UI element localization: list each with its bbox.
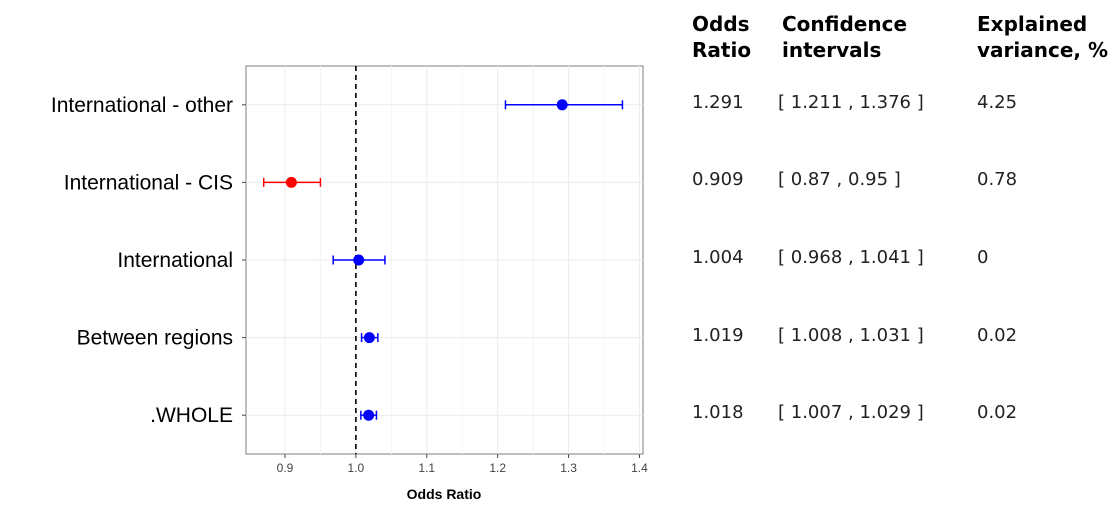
y-category-label: .WHOLE xyxy=(150,404,233,427)
x-tick-label: 1.4 xyxy=(631,461,648,475)
table-cell-ev: 4.25 xyxy=(977,91,1018,113)
table-cell-ci: [ 0.87 , 0.95 ] xyxy=(778,169,901,191)
y-category-label: International xyxy=(117,249,233,272)
table-header-ev-line2: variance, % xyxy=(977,38,1109,62)
odds-ratio-point xyxy=(363,332,375,344)
table-header-odds-line1: Odds xyxy=(692,12,750,36)
forest-plot: 0.9 1.0 1.1 1.2 1.3 1.4 International - other I… xyxy=(51,65,648,502)
odds-ratio-point xyxy=(285,176,297,188)
x-axis-title: Odds Ratio xyxy=(407,486,482,502)
table-cell-ci: [ 1.008 , 1.031 ] xyxy=(778,324,924,346)
odds-ratio-point xyxy=(363,409,375,421)
table-cell-ci: [ 1.211 , 1.376 ] xyxy=(778,91,924,113)
x-tick-label: 0.9 xyxy=(277,461,294,475)
y-category-label: Between regions xyxy=(77,327,233,350)
odds-ratio-point xyxy=(353,254,365,266)
table-cell-ev: 0.78 xyxy=(977,169,1018,191)
plot-marks: 0.9 1.0 1.1 1.2 1.3 1.4 International - other I… xyxy=(51,66,648,475)
table-header-ci: Confidence intervals xyxy=(782,11,907,63)
table-cell-ev: 0 xyxy=(977,247,989,268)
table-header-ci-line2: intervals xyxy=(782,38,882,62)
y-category-label: International - other xyxy=(51,94,233,117)
table-cell-ci: [ 0.968 , 1.041 ] xyxy=(778,247,924,268)
x-tick-label: 1.3 xyxy=(560,461,577,475)
odds-ratio-point xyxy=(556,99,568,111)
table-header-odds-line2: Ratio xyxy=(692,38,752,62)
table-cell-odds: 1.018 xyxy=(692,402,744,424)
table-header-ev-line1: Explained xyxy=(977,12,1088,36)
table-cell-ci: [ 1.007 , 1.029 ] xyxy=(778,402,924,424)
table-header-ci-line1: Confidence xyxy=(782,12,908,36)
table-cell-ev: 0.02 xyxy=(977,324,1018,346)
table-cell-odds: 1.019 xyxy=(692,324,744,346)
y-category-label: International - CIS xyxy=(64,171,233,194)
x-tick-label: 1.1 xyxy=(418,461,435,475)
table-header-ev: Explained variance, % xyxy=(977,11,1108,63)
table-cell-odds: 0.909 xyxy=(692,169,744,191)
table-cell-ev: 0.02 xyxy=(977,402,1018,424)
table-cell-odds: 1.291 xyxy=(692,91,744,113)
table-header-odds: Odds Ratio xyxy=(692,11,751,63)
x-tick-label: 1.2 xyxy=(489,461,506,475)
table-cell-odds: 1.004 xyxy=(692,247,744,268)
x-tick-label: 1.0 xyxy=(348,461,365,475)
